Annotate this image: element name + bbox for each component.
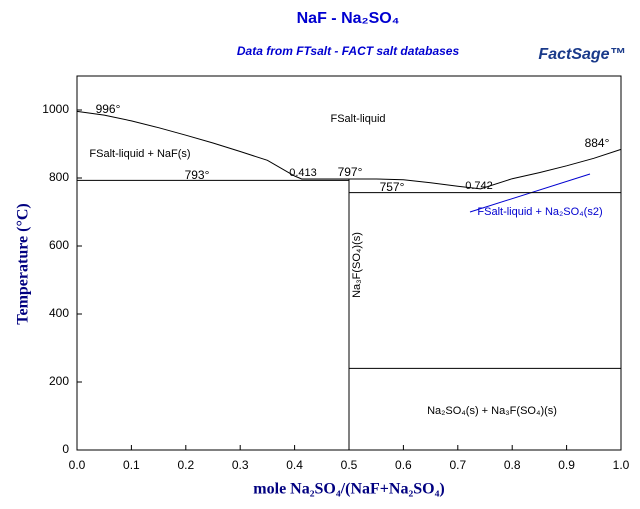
x-tick-label: 1.0	[613, 458, 630, 472]
annotation: 793°	[185, 168, 210, 182]
x-tick-label: 0.1	[123, 458, 140, 472]
chart-title: NaF - Na₂SO₄	[297, 10, 400, 27]
phase-line	[76, 110, 622, 190]
x-tick-label: 0.0	[69, 458, 86, 472]
x-tick-label: 0.3	[232, 458, 249, 472]
x-tick-label: 0.5	[341, 458, 358, 472]
region-label: FSalt-liquid	[330, 113, 385, 125]
x-axis-label: mole Na₂SO₄/(NaF+Na₂SO₄)	[253, 481, 444, 498]
region-label: Na₃F(SO₄)(s)	[351, 232, 363, 298]
x-tick-label: 0.2	[177, 458, 194, 472]
y-axis-label: Temperature (°C)	[15, 203, 32, 324]
x-tick-label: 0.6	[395, 458, 412, 472]
x-tick-label: 0.7	[449, 458, 466, 472]
x-tick-label: 0.9	[558, 458, 575, 472]
annotation: 797°	[338, 165, 363, 179]
y-tick-label: 200	[49, 374, 69, 388]
region-label: Na₂SO₄(s) + Na₃F(SO₄)(s)	[427, 405, 557, 417]
region-label: FSalt-liquid + Na₂SO₄(s2)	[477, 206, 602, 218]
annotation: 884°	[585, 136, 610, 150]
annotation: 0.742	[465, 180, 493, 192]
y-tick-label: 1000	[42, 102, 69, 116]
x-tick-label: 0.8	[504, 458, 521, 472]
chart-subtitle: Data from FTsalt - FACT salt databases	[237, 44, 460, 58]
annotation: 996°	[96, 102, 121, 116]
y-tick-label: 0	[62, 442, 69, 456]
logo: FactSage™	[538, 46, 625, 63]
y-tick-label: 400	[49, 306, 69, 320]
y-tick-label: 600	[49, 238, 69, 252]
annotation: 0.413	[289, 167, 317, 179]
region-label: FSalt-liquid + NaF(s)	[89, 148, 190, 160]
x-tick-label: 0.4	[286, 458, 303, 472]
annotation: 757°	[380, 180, 405, 194]
y-tick-label: 800	[49, 170, 69, 184]
